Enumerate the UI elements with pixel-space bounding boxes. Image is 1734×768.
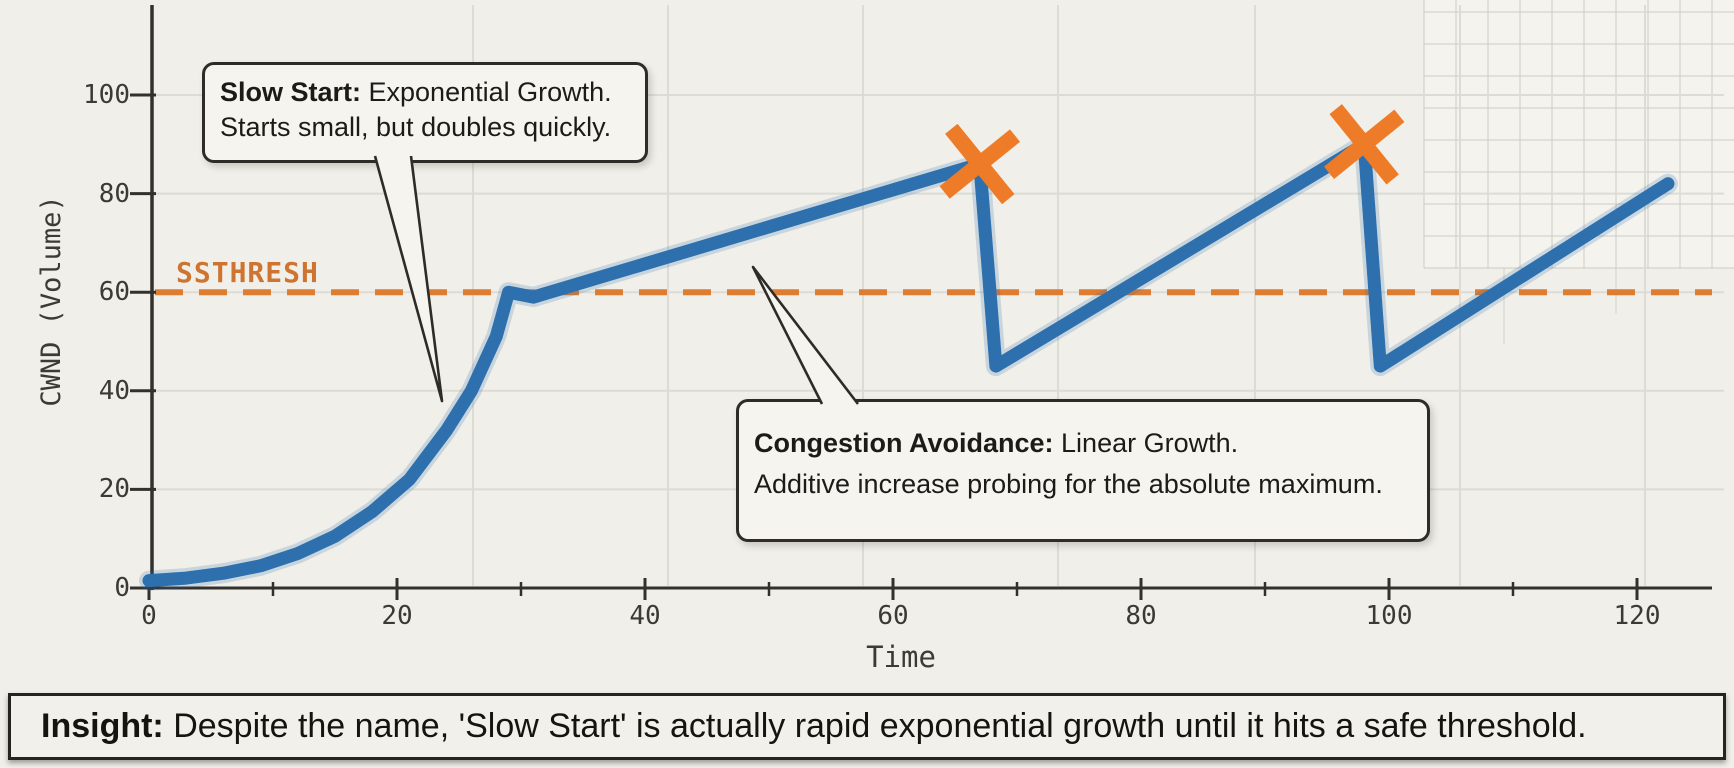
congestion-line1: Linear Growth. [1053, 428, 1239, 458]
x-stroke [1323, 109, 1405, 179]
packet-loss-x-icon [939, 123, 1021, 205]
slow-start-line1: Exponential Growth. [361, 77, 612, 107]
packet-loss-x-icon [1323, 104, 1405, 185]
cwnd-line [142, 137, 1675, 588]
insight-body: Despite the name, 'Slow Start' is actual… [163, 707, 1587, 745]
y-axis-title: CWND (Volume) [36, 195, 67, 407]
y-tick-label: 0 [114, 573, 130, 603]
congestion-avoidance-callout: Congestion Avoidance: Linear Growth. Add… [736, 399, 1430, 542]
congestion-line2: Additive increase probing for the absolu… [754, 469, 1383, 499]
x-tick-label: 20 [381, 601, 413, 631]
x-stroke [939, 129, 1021, 199]
y-tick-label: 80 [98, 178, 130, 209]
insight-label: Insight: [41, 707, 164, 745]
x-tick-label: 120 [1613, 601, 1661, 631]
x-tick-label: 100 [1365, 601, 1413, 631]
fine-grid-patch [1424, 0, 1734, 268]
x-tick-label: 80 [1125, 601, 1157, 631]
slow-start-line2: Starts small, but doubles quickly. [220, 112, 612, 142]
ssthresh-label: SSTHRESH [176, 256, 319, 289]
x-tick-label: 40 [629, 601, 661, 631]
y-tick-label: 60 [98, 277, 130, 308]
y-tick-label: 40 [98, 375, 130, 406]
slow-start-title: Slow Start: [220, 77, 362, 107]
congestion-title: Congestion Avoidance: [754, 428, 1054, 458]
insight-text: Insight: Despite the name, 'Slow Start' … [41, 707, 1587, 746]
y-tick-label: 20 [98, 474, 130, 505]
y-tick-label: 100 [83, 80, 130, 110]
x-tick-label: 60 [877, 601, 909, 631]
insight-box: Insight: Despite the name, 'Slow Start' … [8, 693, 1726, 760]
slow-start-callout: Slow Start: Exponential Growth. Starts s… [202, 62, 648, 163]
x-axis-title: Time [866, 640, 936, 674]
x-tick-label: 0 [141, 601, 157, 631]
